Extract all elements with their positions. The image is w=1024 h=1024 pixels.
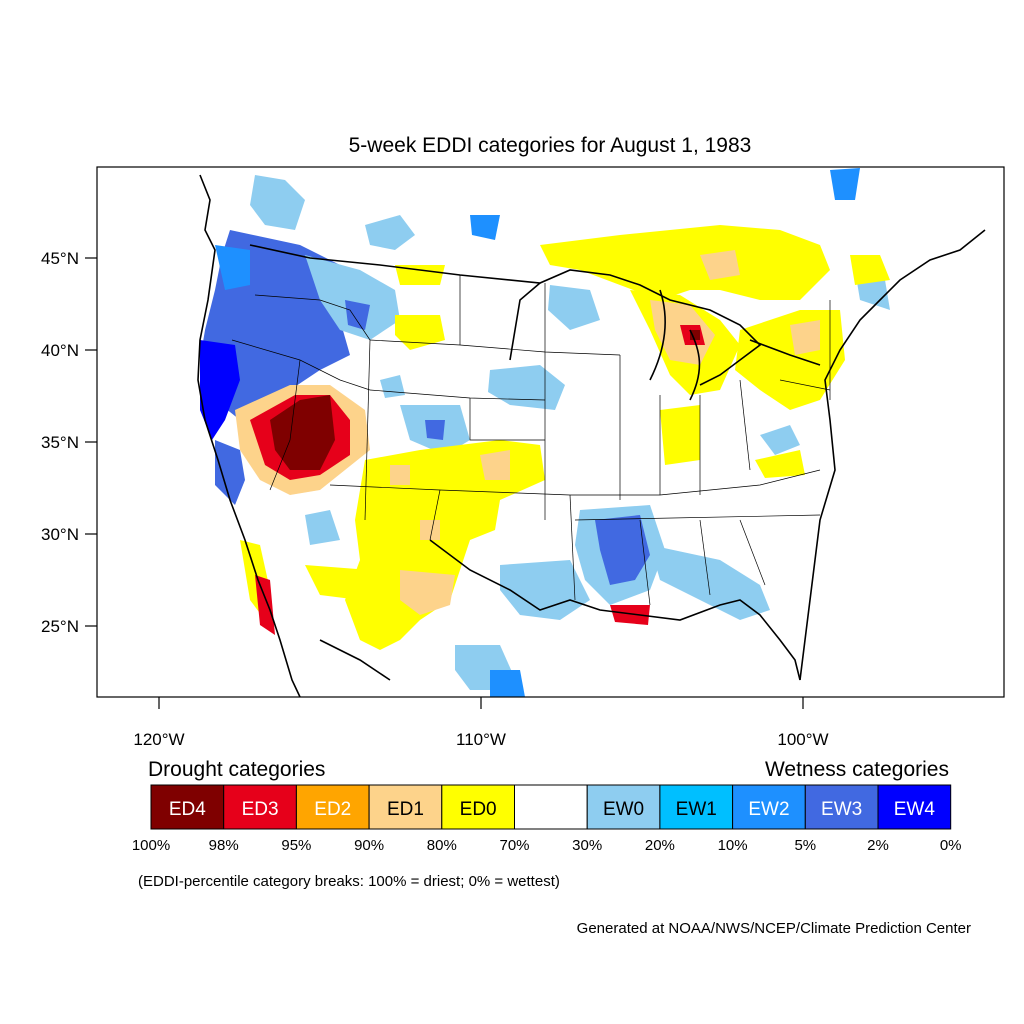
state-borders — [231, 275, 831, 606]
legend-category-label: ED2 — [314, 799, 351, 820]
lat-tick-label: 30°N — [41, 525, 79, 544]
legend-category-label: EW1 — [676, 799, 717, 820]
legend-break-label: 100% — [132, 837, 170, 854]
lat-tick-label: 40°N — [41, 341, 79, 360]
legend-category-label: EW2 — [748, 799, 789, 820]
legend-swatch — [223, 784, 297, 830]
map-frame — [96, 166, 1005, 698]
legend-break-label: 98% — [209, 837, 239, 854]
legend-break-label: 90% — [354, 837, 384, 854]
legend-category-label: EW4 — [894, 799, 936, 820]
legend-swatch — [514, 784, 588, 830]
legend-category-label: ED1 — [387, 799, 424, 820]
category-note: (EDDI-percentile category breaks: 100% =… — [138, 873, 560, 890]
legend-break-label: 95% — [281, 837, 311, 854]
legend-category-label: EW0 — [603, 799, 644, 820]
map-panel — [96, 166, 1005, 698]
legend-break-label: 5% — [794, 837, 816, 854]
drought-areas — [235, 225, 890, 650]
legend-break-label: 80% — [427, 837, 457, 854]
map-title: 5-week EDDI categories for August 1, 198… — [349, 134, 752, 157]
latitude-axis: 45°N 40°N 35°N 30°N 25°N — [41, 249, 97, 636]
legend-category-label: EW3 — [821, 799, 862, 820]
lat-tick-label: 25°N — [41, 617, 79, 636]
legend-break-label: 0% — [940, 837, 962, 854]
map-outlines — [197, 174, 986, 697]
legend-category-label: ED3 — [242, 799, 279, 820]
category-breaks: 100% 98% 95% 90% 80% 70% 30% 20% 10% 5% 2% 0% — [132, 837, 962, 854]
legend-swatch — [804, 784, 879, 830]
lon-tick-label: 100°W — [777, 730, 828, 749]
legend-break-label: 30% — [572, 837, 602, 854]
legend-swatch — [441, 784, 515, 830]
legend-swatch — [295, 784, 370, 830]
lon-tick-label: 110°W — [456, 730, 506, 749]
lon-tick-label: 120°W — [133, 730, 184, 749]
lat-tick-label: 45°N — [41, 249, 79, 268]
legend-break-label: 10% — [718, 837, 748, 854]
legend-swatch — [150, 784, 225, 830]
legend-break-label: 70% — [499, 837, 529, 854]
legend-swatch — [732, 784, 806, 830]
lat-tick-label: 35°N — [41, 433, 79, 452]
legend-category-label: ED0 — [460, 799, 497, 820]
category-legend: ED4 ED3 ED2 ED1 ED0 EW0 EW1 EW2 EW3 EW4 — [150, 784, 952, 830]
wetness-categories-heading: Wetness categories — [765, 758, 949, 781]
legend-category-label: ED4 — [169, 799, 206, 820]
credit-text: Generated at NOAA/NWS/NCEP/Climate Predi… — [577, 920, 971, 937]
legend-swatch — [659, 784, 734, 830]
legend-break-label: 2% — [867, 837, 889, 854]
legend-break-label: 20% — [645, 837, 675, 854]
drought-categories-heading: Drought categories — [148, 758, 325, 781]
legend-swatch — [877, 784, 952, 830]
